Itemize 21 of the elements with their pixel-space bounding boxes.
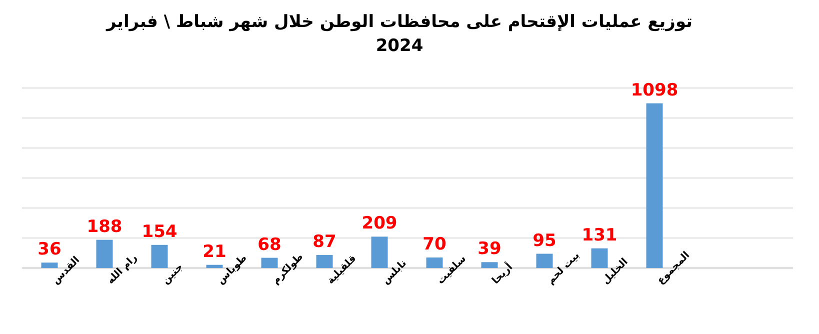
x-tick-label: بيت لحم [545, 250, 582, 287]
x-tick-label: أريحا [488, 260, 515, 287]
data-label: 95 [532, 230, 556, 251]
data-label: 188 [86, 216, 122, 237]
data-label: 70 [422, 234, 446, 254]
data-label: 131 [582, 225, 618, 246]
x-tick-label: الخليل [600, 256, 630, 287]
x-tick-label: جنين [160, 262, 186, 287]
x-tick-label: رام الله [105, 252, 140, 287]
bar [96, 240, 113, 268]
x-tick-label: قلقيلية [325, 253, 359, 287]
x-tick-label: نابلس [380, 258, 409, 287]
data-label: 1098 [630, 80, 678, 100]
data-label: 209 [362, 214, 398, 234]
data-label: 154 [142, 222, 178, 242]
bar [536, 254, 553, 268]
data-label: 39 [478, 239, 502, 260]
x-tick-label: سلفيت [435, 253, 469, 287]
data-label: 87 [312, 232, 336, 252]
data-label: 21 [202, 242, 226, 262]
x-tick-label: المجموع [655, 250, 692, 287]
